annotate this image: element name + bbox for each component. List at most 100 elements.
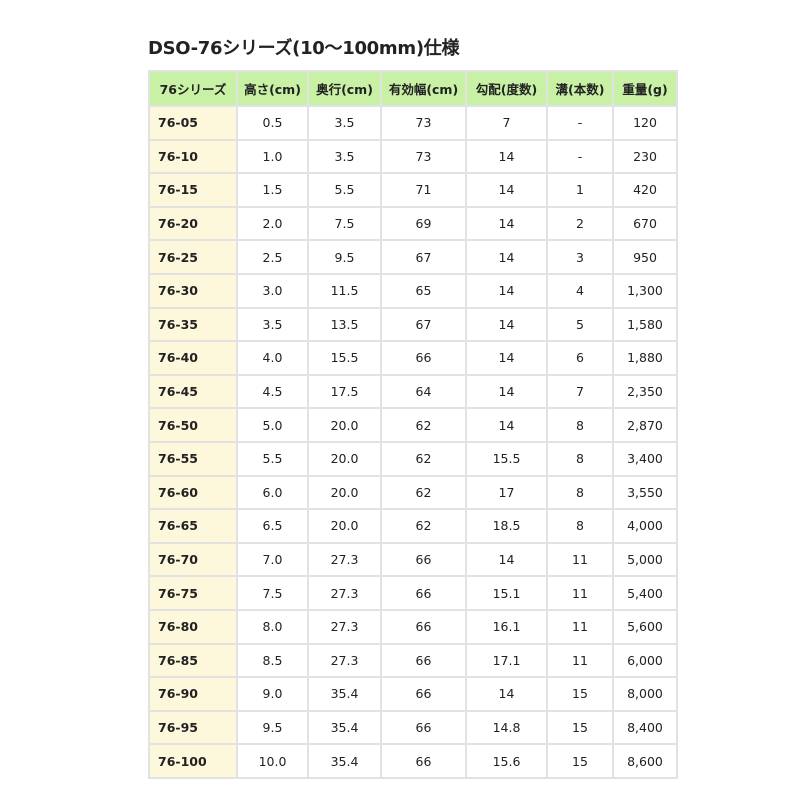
cell-grooves: 2 xyxy=(546,205,614,242)
table-row: 76-65 6.5 20.0 62 18.5 8 4,000 xyxy=(148,508,678,544)
cell-effective-width: 66 xyxy=(380,340,467,376)
cell-effective-width: 62 xyxy=(380,407,467,443)
cell-slope: 15.5 xyxy=(465,440,548,477)
cell-height: 1.0 xyxy=(236,138,309,175)
cell-slope: 14 xyxy=(465,676,548,712)
cell-model: 76-100 xyxy=(148,743,238,779)
cell-weight: 3,550 xyxy=(612,474,678,511)
cell-model: 76-35 xyxy=(148,306,238,343)
cell-model: 76-55 xyxy=(148,440,238,477)
cell-height: 4.0 xyxy=(236,340,309,376)
table-row: 76-85 8.5 27.3 66 17.1 11 6,000 xyxy=(148,642,678,679)
cell-height: 9.0 xyxy=(236,676,309,712)
cell-grooves: - xyxy=(546,105,614,141)
table-row: 76-25 2.5 9.5 67 14 3 950 xyxy=(148,239,678,275)
cell-weight: 8,400 xyxy=(612,709,678,746)
cell-weight: 2,350 xyxy=(612,373,678,410)
cell-grooves: 15 xyxy=(546,743,614,779)
table-row: 76-100 10.0 35.4 66 15.6 15 8,600 xyxy=(148,743,678,779)
cell-effective-width: 66 xyxy=(380,743,467,779)
cell-depth: 35.4 xyxy=(307,743,382,779)
cell-slope: 14 xyxy=(465,239,548,275)
cell-effective-width: 65 xyxy=(380,272,467,309)
cell-effective-width: 66 xyxy=(380,642,467,679)
table-row: 76-15 1.5 5.5 71 14 1 420 xyxy=(148,172,678,208)
cell-grooves: 8 xyxy=(546,508,614,544)
cell-height: 6.0 xyxy=(236,474,309,511)
cell-effective-width: 62 xyxy=(380,474,467,511)
cell-weight: 5,000 xyxy=(612,541,678,578)
cell-height: 5.0 xyxy=(236,407,309,443)
column-header-weight: 重量(g) xyxy=(612,70,678,107)
cell-weight: 4,000 xyxy=(612,508,678,544)
cell-depth: 20.0 xyxy=(307,508,382,544)
cell-depth: 11.5 xyxy=(307,272,382,309)
cell-model: 76-40 xyxy=(148,340,238,376)
cell-depth: 20.0 xyxy=(307,407,382,443)
cell-slope: 14 xyxy=(465,373,548,410)
cell-depth: 17.5 xyxy=(307,373,382,410)
cell-weight: 1,580 xyxy=(612,306,678,343)
cell-model: 76-90 xyxy=(148,676,238,712)
cell-weight: 6,000 xyxy=(612,642,678,679)
cell-effective-width: 71 xyxy=(380,172,467,208)
cell-height: 10.0 xyxy=(236,743,309,779)
cell-depth: 35.4 xyxy=(307,676,382,712)
cell-depth: 27.3 xyxy=(307,608,382,645)
cell-depth: 7.5 xyxy=(307,205,382,242)
cell-model: 76-45 xyxy=(148,373,238,410)
cell-height: 1.5 xyxy=(236,172,309,208)
cell-model: 76-70 xyxy=(148,541,238,578)
cell-slope: 16.1 xyxy=(465,608,548,645)
cell-depth: 35.4 xyxy=(307,709,382,746)
cell-depth: 27.3 xyxy=(307,575,382,611)
cell-effective-width: 73 xyxy=(380,138,467,175)
cell-model: 76-20 xyxy=(148,205,238,242)
table-row: 76-10 1.0 3.5 73 14-230 xyxy=(148,138,678,175)
cell-depth: 3.5 xyxy=(307,105,382,141)
cell-slope: 18.5 xyxy=(465,508,548,544)
cell-model: 76-30 xyxy=(148,272,238,309)
table-row: 76-30 3.0 11.5 65 14 4 1,300 xyxy=(148,272,678,309)
cell-height: 2.0 xyxy=(236,205,309,242)
cell-model: 76-75 xyxy=(148,575,238,611)
cell-model: 76-10 xyxy=(148,138,238,175)
cell-slope: 14 xyxy=(465,272,548,309)
table-row: 76-50 5.0 20.0 62 14 8 2,870 xyxy=(148,407,678,443)
table-row: 76-35 3.5 13.5 67 14 5 1,580 xyxy=(148,306,678,343)
cell-grooves: 1 xyxy=(546,172,614,208)
cell-slope: 14 xyxy=(465,340,548,376)
cell-depth: 13.5 xyxy=(307,306,382,343)
cell-weight: 230 xyxy=(612,138,678,175)
cell-slope: 14 xyxy=(465,138,548,175)
table-row: 76-90 9.0 35.4 66 14 15 8,000 xyxy=(148,676,678,712)
cell-slope: 14.8 xyxy=(465,709,548,746)
cell-model: 76-65 xyxy=(148,508,238,544)
cell-effective-width: 66 xyxy=(380,608,467,645)
cell-height: 2.5 xyxy=(236,239,309,275)
table-row: 76-05 0.5 3.5 73 7-120 xyxy=(148,105,678,141)
cell-height: 7.5 xyxy=(236,575,309,611)
cell-depth: 3.5 xyxy=(307,138,382,175)
cell-slope: 15.6 xyxy=(465,743,548,779)
cell-model: 76-50 xyxy=(148,407,238,443)
cell-grooves: 11 xyxy=(546,608,614,645)
table-row: 76-60 6.0 20.0 62 17 8 3,550 xyxy=(148,474,678,511)
table-row: 76-45 4.5 17.5 64 14 7 2,350 xyxy=(148,373,678,410)
cell-weight: 1,300 xyxy=(612,272,678,309)
column-header-height: 高さ(cm) xyxy=(236,70,309,107)
cell-grooves: 11 xyxy=(546,642,614,679)
table-header-row: 76シリーズ 高さ(cm) 奥行(cm) 有効幅(cm) 勾配(度数) 溝(本数) 重量(g… xyxy=(148,70,678,107)
cell-model: 76-05 xyxy=(148,105,238,141)
column-header-slope: 勾配(度数) xyxy=(465,70,548,107)
cell-depth: 20.0 xyxy=(307,474,382,511)
cell-slope: 14 xyxy=(465,541,548,578)
cell-depth: 5.5 xyxy=(307,172,382,208)
table-row: 76-55 5.5 20.0 62 15.5 8 3,400 xyxy=(148,440,678,477)
cell-slope: 14 xyxy=(465,172,548,208)
cell-weight: 3,400 xyxy=(612,440,678,477)
cell-effective-width: 66 xyxy=(380,709,467,746)
cell-slope: 14 xyxy=(465,306,548,343)
table-row: 76-95 9.5 35.4 66 14.8 15 8,400 xyxy=(148,709,678,746)
cell-depth: 15.5 xyxy=(307,340,382,376)
